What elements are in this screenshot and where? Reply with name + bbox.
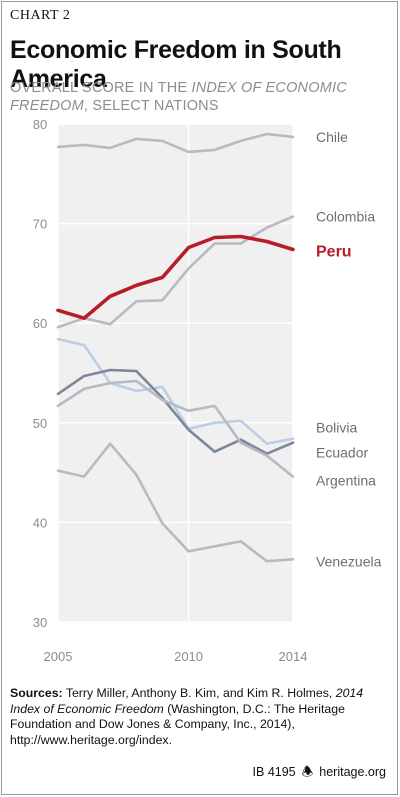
series-label-argentina: Argentina: [316, 473, 376, 489]
sources-text-1: Terry Miller, Anthony B. Kim, and Kim R.…: [62, 686, 336, 700]
series-label-venezuela: Venezuela: [316, 553, 382, 569]
chart-kicker: CHART 2: [10, 8, 71, 23]
y-tick-label: 80: [33, 117, 47, 132]
subtitle-italic: INDEX OF ECONOMIC FREEDOM: [10, 80, 347, 114]
series-label-colombia: Colombia: [316, 209, 375, 225]
series-line-venezuela: [56, 442, 295, 563]
line-chart: 30 40 50 60 70 80 2005 2010 2014 Chile Colombia B…: [33, 117, 382, 664]
series-lines: [56, 132, 295, 563]
y-tick-label: 30: [33, 615, 47, 630]
chart-title: Economic Freedom in South America: [10, 36, 342, 93]
y-tick-labels: 30 40 50 60 70 80: [33, 117, 47, 630]
series-label-chile: Chile: [316, 129, 348, 145]
subtitle-text-2: , SELECT NATIONS: [83, 98, 219, 114]
y-tick-label: 40: [33, 515, 47, 530]
series-line-bolivia: [56, 337, 295, 446]
series-line-argentina: [56, 379, 295, 478]
site-name: heritage.org: [319, 765, 386, 779]
sources-note: Sources: Terry Miller, Anthony B. Kim, a…: [10, 686, 390, 748]
series-label-bolivia: Bolivia: [316, 420, 357, 436]
y-tick-label: 60: [33, 316, 47, 331]
y-tick-label: 70: [33, 217, 47, 232]
report-id: IB 4195: [252, 765, 296, 779]
series-line-ecuador: [56, 368, 295, 456]
sources-label: Sources:: [10, 686, 63, 700]
x-tick-label: 2014: [279, 649, 308, 664]
sources-text-2: (Washington, D.C.: The Heritage Foundati…: [10, 701, 345, 747]
sources-italic: 2014 Index of Economic Freedom: [10, 686, 364, 716]
chart-subtitle: OVERALL SCORE IN THE INDEX OF ECONOMIC F…: [10, 79, 390, 115]
bell-icon: 🕭: [301, 764, 314, 779]
series-line-chile: [56, 132, 295, 154]
series-labels: Chile Colombia Bolivia Ecuador Argentina Vene…: [316, 129, 382, 569]
series-label-peru: Peru: [316, 243, 352, 260]
x-tick-label: 2010: [174, 649, 203, 664]
x-tick-label: 2005: [44, 649, 73, 664]
grid-lines: [57, 123, 294, 623]
series-line-peru: [56, 234, 295, 321]
series-line-colombia: [56, 215, 295, 329]
footer: IB 4195 🕭 heritage.org: [247, 763, 386, 785]
series-label-ecuador: Ecuador: [316, 445, 368, 461]
subtitle-text-1: OVERALL SCORE IN THE: [10, 80, 192, 96]
x-tick-labels: 2005 2010 2014: [44, 649, 308, 664]
y-tick-label: 50: [33, 416, 47, 431]
